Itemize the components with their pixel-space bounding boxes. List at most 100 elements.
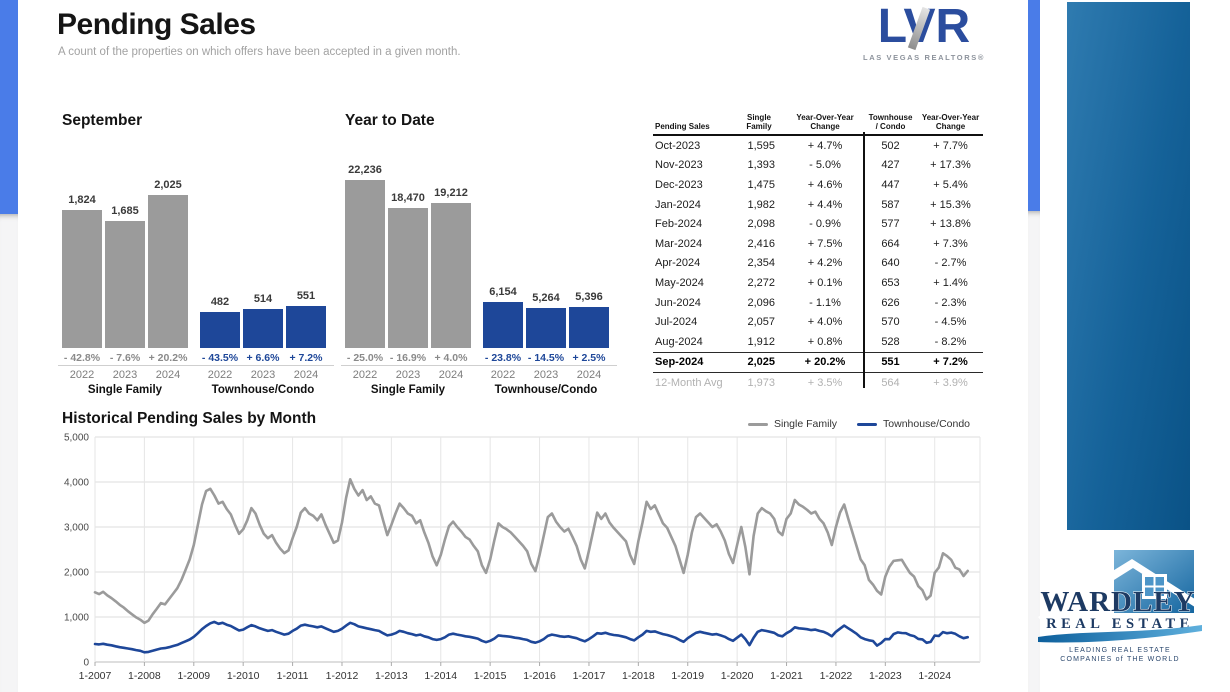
- x-axis-tick-label: 1-2020: [721, 670, 754, 682]
- table-cell: 2,057: [747, 316, 775, 329]
- lvr-logo: LVR LAS VEGAS REALTORS®: [858, 3, 990, 62]
- table-row: Feb-2024 2,098 - 0.9% 577 + 13.8%: [653, 214, 983, 234]
- table-cell: 1,973: [747, 376, 775, 389]
- bar-single-family-2023: [388, 208, 428, 348]
- x-axis-tick-label: 1-2022: [820, 670, 853, 682]
- header-line: Change: [935, 122, 966, 132]
- table-cell: - 5.0%: [809, 159, 841, 172]
- table-header-cell: Townhouse / Condo: [863, 113, 918, 132]
- header-line: / Condo: [875, 122, 906, 132]
- table-cell: Dec-2023: [655, 178, 703, 191]
- header-line: Townhouse: [868, 112, 913, 122]
- table-cell: + 4.7%: [807, 139, 843, 152]
- page-subtitle: A count of the properties on which offer…: [58, 46, 461, 58]
- bar-value-label: 18,470: [391, 192, 425, 204]
- table-cell: Feb-2024: [655, 218, 703, 231]
- bar-value-label: 6,154: [489, 286, 517, 298]
- x-axis-tick-label: 1-2009: [177, 670, 210, 682]
- legend-line-swatch: [857, 422, 878, 426]
- left-edge-background: [0, 214, 18, 692]
- bar-year-label: 2022: [207, 369, 233, 381]
- table-cell: 12-Month Avg: [655, 376, 723, 389]
- table-cell: 2,096: [747, 296, 775, 309]
- bar-single-family-2024: [431, 203, 471, 348]
- table-cell: + 0.8%: [807, 335, 843, 348]
- bar-single-family-2023: [105, 221, 145, 348]
- header-line: Single: [746, 112, 771, 122]
- bar-value-label: 1,685: [111, 205, 139, 217]
- table-cell: + 7.7%: [933, 139, 968, 152]
- table-header-row: Pending Sales Single Family Year-Over-Year C…: [653, 108, 983, 136]
- bar-pct-change-label: - 14.5%: [527, 352, 565, 364]
- bar-group-label: Townhouse/Condo: [211, 384, 315, 396]
- table-cell: 1,595: [747, 139, 775, 152]
- table-row: Oct-2023 1,595 + 4.7% 502 + 7.7%: [653, 136, 983, 156]
- bar-townhouse-condo-2024: [286, 306, 326, 348]
- table-cell: Aug-2024: [655, 335, 703, 348]
- table-cell: 551: [881, 356, 900, 369]
- y-axis-tick-label: 1,000: [64, 613, 89, 624]
- table-cell: + 3.5%: [807, 376, 843, 389]
- table-cell: + 4.4%: [807, 198, 843, 211]
- x-axis-tick-label: 1-2011: [277, 670, 309, 682]
- table-row: Aug-2024 1,912 + 0.8% 528 - 8.2%: [653, 332, 983, 352]
- bar-value-label: 2,025: [154, 179, 182, 191]
- table-row: Apr-2024 2,354 + 4.2% 640 - 2.7%: [653, 254, 983, 274]
- table-header-cell: Single Family: [731, 113, 787, 132]
- x-axis-tick-label: 1-2012: [326, 670, 359, 682]
- table-cell: + 5.4%: [933, 178, 968, 191]
- table-row: Nov-2023 1,393 - 5.0% 427 + 17.3%: [653, 156, 983, 176]
- bar-value-label: 551: [296, 290, 316, 302]
- table-cell: + 15.3%: [930, 198, 971, 211]
- table-row: Dec-2023 1,475 + 4.6% 447 + 5.4%: [653, 175, 983, 195]
- table-row: Mar-2024 2,416 + 7.5% 664 + 7.3%: [653, 234, 983, 254]
- bar-townhouse-condo-2022: [483, 302, 523, 348]
- lvr-logo-tagline: LAS VEGAS REALTORS®: [863, 52, 985, 62]
- right-edge-accent: [1028, 0, 1040, 211]
- bar-pct-change-label: - 7.6%: [109, 352, 141, 364]
- wardley-swoosh-icon: [1038, 625, 1202, 643]
- y-axis-tick-label: 3,000: [64, 523, 89, 534]
- table-cell: 570: [881, 316, 900, 329]
- table-header-cell: Pending Sales: [653, 122, 731, 132]
- y-axis-tick-label: 5,000: [64, 433, 89, 444]
- table-average-row: 12-Month Avg 1,973 + 3.5% 564 + 3.9%: [653, 372, 983, 393]
- bar-value-label: 514: [253, 293, 273, 305]
- x-axis-tick-label: 1-2013: [375, 670, 408, 682]
- bar-townhouse-condo-2023: [243, 309, 283, 348]
- header-line: Year-Over-Year: [921, 112, 980, 122]
- x-axis-tick-label: 1-2008: [128, 670, 161, 682]
- x-axis-tick-label: 1-2014: [424, 670, 457, 682]
- september-bar-chart: September 1,824 - 42.8% 2022 1,685 - 7.6% 202…: [58, 112, 334, 412]
- table-cell: 427: [881, 159, 900, 172]
- bar-single-family-2024: [148, 195, 188, 348]
- table-cell: + 3.9%: [933, 376, 968, 389]
- y-axis-tick-label: 0: [83, 658, 89, 669]
- table-cell: Sep-2024: [655, 356, 704, 369]
- table-cell: 2,025: [747, 356, 775, 369]
- bar-year-label: 2022: [490, 369, 516, 381]
- table-vertical-divider: [863, 132, 865, 388]
- bar-pct-change-label: + 4.0%: [434, 352, 468, 364]
- x-axis-tick-label: 1-2018: [622, 670, 655, 682]
- table-cell: 626: [881, 296, 900, 309]
- bar-year-label: 2022: [352, 369, 378, 381]
- x-axis-tick-label: 1-2007: [79, 670, 112, 682]
- bar-year-label: 2023: [533, 369, 559, 381]
- bar-year-label: 2023: [250, 369, 276, 381]
- bar-group-label: Single Family: [87, 384, 163, 396]
- legend-label: Townhouse/Condo: [883, 418, 971, 430]
- x-axis-tick-label: 1-2010: [227, 670, 260, 682]
- table-cell: 664: [881, 237, 900, 250]
- table-cell: Jun-2024: [655, 296, 701, 309]
- table-cell: - 0.9%: [809, 218, 841, 231]
- table-cell: + 4.2%: [807, 257, 843, 270]
- page-title: Pending Sales: [57, 8, 256, 41]
- bar-pct-change-label: - 23.8%: [484, 352, 522, 364]
- header-line: Change: [810, 122, 840, 132]
- table-cell: - 8.2%: [934, 335, 967, 348]
- x-axis-tick-label: 1-2019: [671, 670, 704, 682]
- table-cell: Mar-2024: [655, 237, 703, 250]
- header-line: Year-Over-Year: [796, 112, 854, 122]
- table-cell: Nov-2023: [655, 159, 703, 172]
